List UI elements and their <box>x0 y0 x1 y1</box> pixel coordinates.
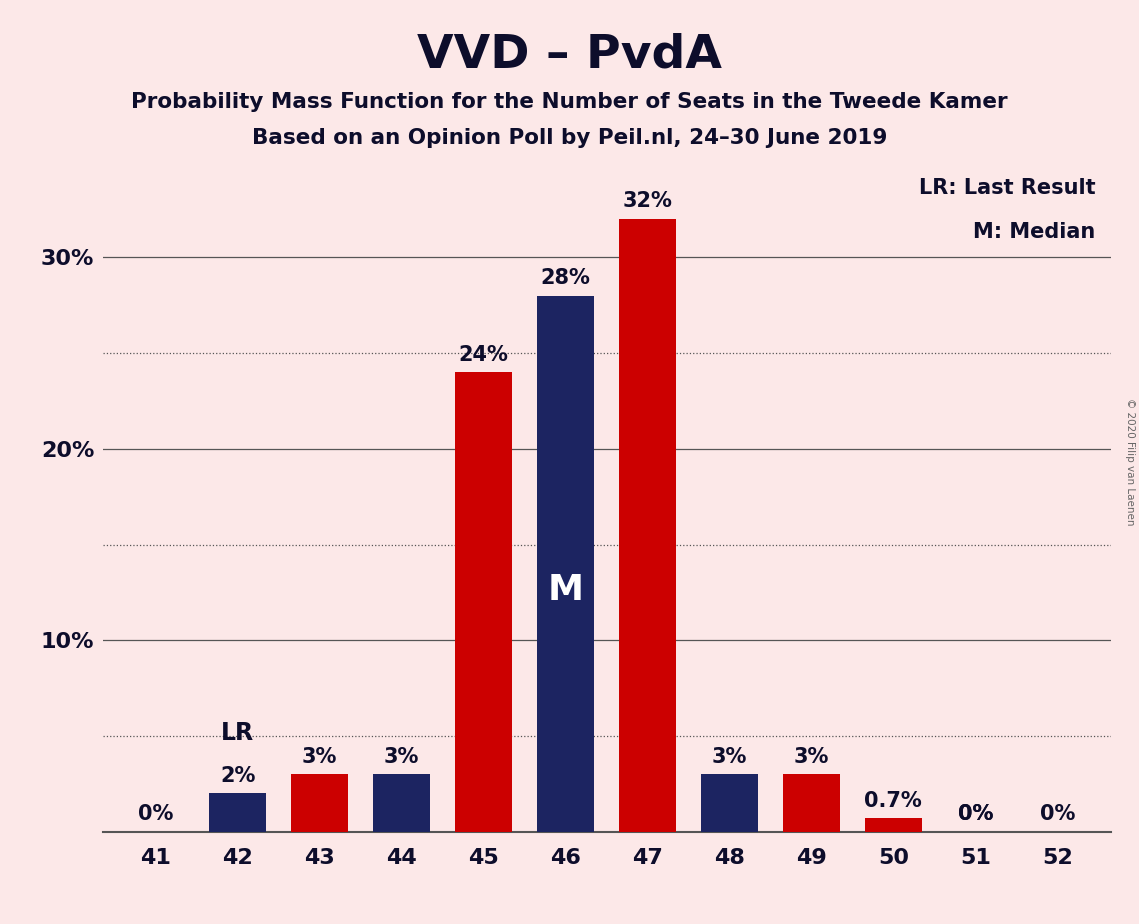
Text: Probability Mass Function for the Number of Seats in the Tweede Kamer: Probability Mass Function for the Number… <box>131 92 1008 113</box>
Text: LR: Last Result: LR: Last Result <box>919 178 1096 199</box>
Text: LR: LR <box>221 722 254 746</box>
Text: VVD – PvdA: VVD – PvdA <box>417 32 722 78</box>
Bar <box>536 296 595 832</box>
Text: 0.7%: 0.7% <box>865 791 923 810</box>
Bar <box>782 774 841 832</box>
Text: 3%: 3% <box>794 747 829 767</box>
Text: 0%: 0% <box>958 804 993 824</box>
Bar <box>454 372 513 832</box>
Bar <box>210 794 267 832</box>
Text: 0%: 0% <box>138 804 173 824</box>
Text: M: Median: M: Median <box>973 222 1096 242</box>
Text: 28%: 28% <box>541 268 590 288</box>
Bar <box>618 219 677 832</box>
Text: M: M <box>548 574 583 607</box>
Text: 0%: 0% <box>1040 804 1075 824</box>
Text: 3%: 3% <box>712 747 747 767</box>
Bar <box>290 774 349 832</box>
Text: 3%: 3% <box>302 747 337 767</box>
Text: 2%: 2% <box>220 766 255 785</box>
Text: 24%: 24% <box>459 345 508 365</box>
Text: Based on an Opinion Poll by Peil.nl, 24–30 June 2019: Based on an Opinion Poll by Peil.nl, 24–… <box>252 128 887 148</box>
Bar <box>372 774 431 832</box>
Text: 32%: 32% <box>623 191 672 212</box>
Text: 3%: 3% <box>384 747 419 767</box>
Text: © 2020 Filip van Laenen: © 2020 Filip van Laenen <box>1125 398 1134 526</box>
Text: 0%: 0% <box>958 804 993 824</box>
Bar <box>700 774 759 832</box>
Bar <box>865 819 923 832</box>
